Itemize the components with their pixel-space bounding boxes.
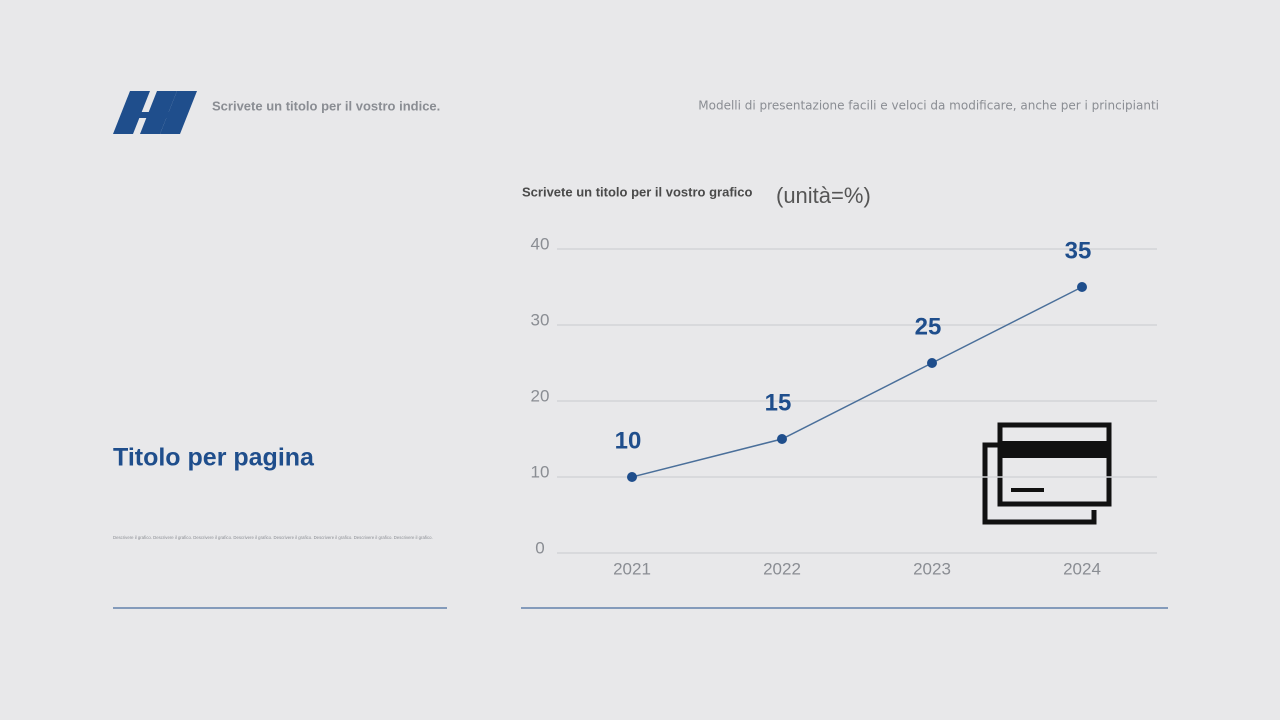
x-tick-label: 2021 [613, 559, 651, 578]
point [927, 358, 937, 368]
chart-unit: (unità=%) [776, 183, 871, 208]
card-stripe [1000, 441, 1109, 458]
x-tick-label: 2022 [763, 559, 801, 578]
card-icon [982, 422, 1112, 525]
point [627, 472, 637, 482]
tagline: Modelli di presentazione facili e veloci… [698, 99, 1159, 113]
plot: 0 10 20 30 40 2021 2022 2023 2024 10 15 25 35 [531, 234, 1157, 578]
point [1077, 282, 1087, 292]
y-tick-label: 0 [535, 538, 544, 557]
x-tick-label: 2024 [1063, 559, 1101, 578]
data-label: 10 [615, 427, 642, 454]
y-tick-label: 30 [531, 310, 550, 329]
x-tick-label: 2023 [913, 559, 951, 578]
data-label: 35 [1065, 237, 1092, 264]
data-label: 15 [765, 389, 792, 416]
logo [113, 91, 197, 134]
index-title: Scrivete un titolo per il vostro indice. [212, 98, 440, 113]
y-tick-label: 20 [531, 386, 550, 405]
y-tick-label: 40 [531, 234, 550, 253]
page-title: Titolo per pagina [113, 444, 315, 472]
data-label: 25 [915, 313, 942, 340]
chart-title: Scrivete un titolo per il vostro grafico [522, 184, 752, 199]
y-tick-label: 10 [531, 462, 550, 481]
line [631, 286, 1083, 478]
description: Descrivere il grafico. Descrivere il gra… [113, 535, 433, 540]
point [777, 434, 787, 444]
